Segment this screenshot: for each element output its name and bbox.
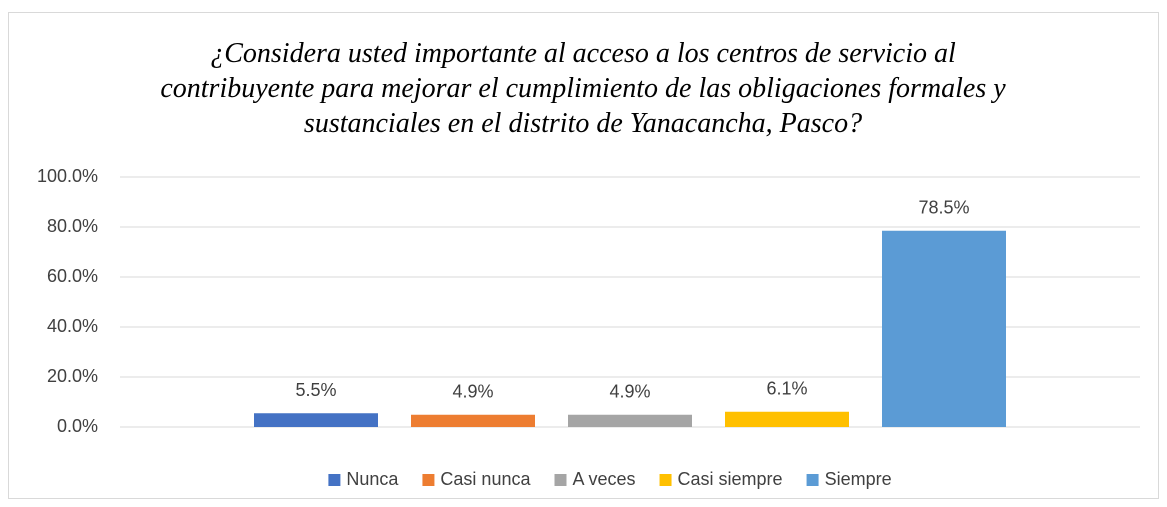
y-tick-label: 20.0%	[47, 366, 98, 386]
bar	[725, 411, 849, 427]
legend-swatch	[422, 474, 435, 486]
legend-swatch	[659, 474, 672, 486]
legend-label: Casi siempre	[678, 469, 783, 489]
bar	[568, 414, 692, 427]
legend-swatch	[328, 474, 341, 486]
y-tick-label: 40.0%	[47, 316, 98, 336]
legend-swatch	[554, 474, 567, 486]
chart-title: ¿Considera usted importante al acceso a …	[160, 38, 1006, 139]
legend-label: Nunca	[346, 469, 399, 489]
data-label: 5.5%	[295, 380, 336, 400]
y-tick-label: 60.0%	[47, 266, 98, 286]
y-tick-label: 80.0%	[47, 216, 98, 236]
bar	[411, 414, 535, 427]
data-label: 6.1%	[766, 379, 807, 399]
y-tick-label: 0.0%	[57, 416, 98, 436]
legend-label: A veces	[572, 469, 635, 489]
y-tick-label: 100.0%	[37, 166, 98, 186]
bar	[882, 230, 1006, 427]
legend-label: Casi nunca	[440, 469, 531, 489]
data-label: 78.5%	[918, 198, 969, 218]
legend-label: Siempre	[825, 469, 892, 489]
data-label: 4.9%	[609, 382, 650, 402]
data-label: 4.9%	[452, 382, 493, 402]
legend-swatch	[806, 474, 819, 486]
bar	[254, 413, 378, 427]
